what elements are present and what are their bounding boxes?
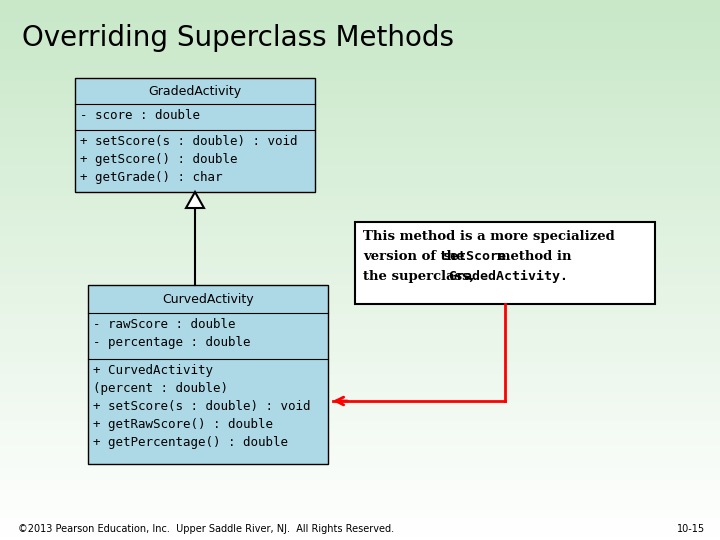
Text: GradedActivity.: GradedActivity.: [448, 270, 568, 283]
Text: - rawScore : double
- percentage : double: - rawScore : double - percentage : doubl…: [93, 318, 251, 349]
Text: ©2013 Pearson Education, Inc.  Upper Saddle River, NJ.  All Rights Reserved.: ©2013 Pearson Education, Inc. Upper Sadd…: [18, 524, 394, 534]
Text: This method is a more specialized: This method is a more specialized: [363, 230, 615, 243]
Bar: [75, 78, 315, 192]
Bar: [88, 285, 328, 464]
Text: setScore: setScore: [443, 250, 506, 263]
Text: method in: method in: [492, 250, 572, 263]
Text: CurvedActivity: CurvedActivity: [162, 293, 254, 306]
Text: + CurvedActivity
(percent : double)
+ setScore(s : double) : void
+ getRawScore(: + CurvedActivity (percent : double) + se…: [93, 364, 310, 449]
Text: + setScore(s : double) : void
+ getScore() : double
+ getGrade() : char: + setScore(s : double) : void + getScore…: [80, 135, 297, 184]
Text: the superclass,: the superclass,: [363, 270, 479, 283]
Polygon shape: [186, 192, 204, 208]
Text: 10-15: 10-15: [677, 524, 705, 534]
Text: GradedActivity: GradedActivity: [148, 84, 242, 98]
Bar: [355, 222, 655, 304]
Text: Overriding Superclass Methods: Overriding Superclass Methods: [22, 24, 454, 52]
Text: - score : double: - score : double: [80, 109, 200, 122]
Text: version of the: version of the: [363, 250, 469, 263]
